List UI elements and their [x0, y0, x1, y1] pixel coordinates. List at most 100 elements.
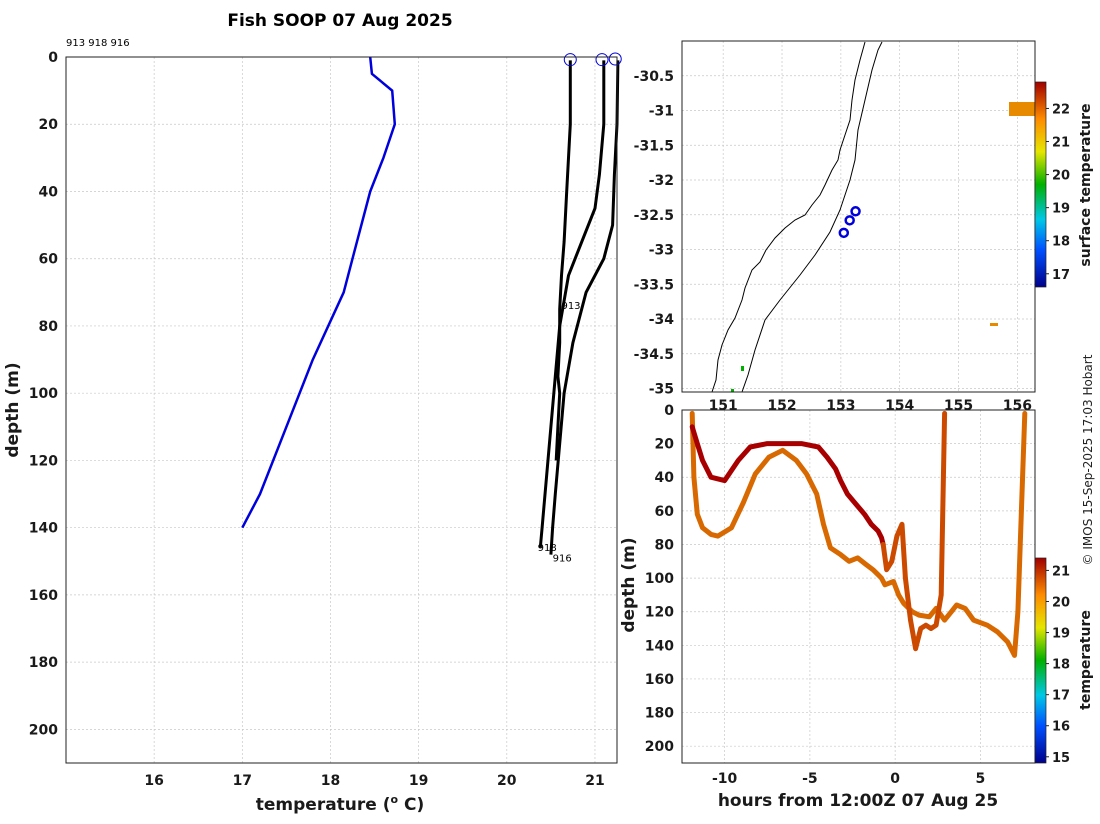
- y-tick-label: 120: [645, 605, 674, 621]
- colorbar-tick-label: 21: [1052, 136, 1070, 151]
- colorbar-tick-label: 17: [1052, 268, 1070, 283]
- y-tick-label: -31: [649, 104, 674, 120]
- drop-marker-913: [563, 53, 577, 67]
- map-y-ticks: -30.5 -31 -31.5 -32 -32.5 -33 -33.5 -34 -34.5 -35: [634, 69, 675, 398]
- colorbar-tick-label: 17: [1052, 689, 1070, 704]
- drop-location-marker: [850, 206, 861, 217]
- section-series-group: [689, 410, 1028, 658]
- y-tick-label: -34: [649, 312, 675, 328]
- colorbar-tick-label: 20: [1052, 595, 1070, 610]
- x-tick-label: 0: [890, 771, 900, 787]
- profile-line-climatology: [241, 56, 397, 529]
- colorbar-tick-label: 16: [1052, 720, 1070, 735]
- drop-marker-916: [608, 52, 622, 66]
- x-tick-label: 18: [321, 773, 340, 789]
- y-tick-label: 160: [29, 588, 58, 604]
- y-tick-label: 0: [664, 403, 674, 419]
- x-tick-label: 156: [1003, 398, 1032, 414]
- y-tick-label: -31.5: [634, 138, 674, 154]
- section-y-ticks: 0 20 40 60 80 100 120 140 160 180 200: [645, 403, 674, 755]
- map-colorbar-ticks: 17 18 19 20 21 22: [1046, 102, 1070, 283]
- profile-grid: [66, 56, 617, 763]
- section-panel: -10 -5 0 5 0 20 40 60 80 100 120 140 160 180 200 hour…: [619, 403, 1094, 811]
- x-tick-label: 151: [709, 398, 738, 414]
- y-tick-label: 140: [29, 521, 58, 537]
- sst-patch: [990, 323, 998, 326]
- profile-annotation: 918: [538, 543, 557, 554]
- y-tick-label: 0: [48, 50, 58, 66]
- profile-y-axis-label: depth (m): [3, 362, 23, 457]
- coastline: [711, 41, 866, 393]
- profile-line-913: [554, 60, 572, 461]
- colorbar-tick-label: 19: [1052, 627, 1070, 642]
- x-tick-label: 16: [144, 773, 163, 789]
- x-tick-label: 154: [885, 398, 914, 414]
- drop-location-marker: [838, 227, 850, 239]
- drop-marker-918: [595, 53, 609, 67]
- x-tick-label: 21: [585, 773, 604, 789]
- section-colorbar-label: temperature: [1078, 610, 1094, 710]
- colorbar-tick-label: 18: [1052, 658, 1070, 673]
- map-frame: [681, 40, 1036, 393]
- map-x-ticks: 151 152 153 154 155 156: [709, 398, 1032, 414]
- y-tick-label: 20: [39, 117, 59, 133]
- profile-x-axis-label: temperature (o C): [256, 793, 425, 815]
- profile-line-918: [538, 60, 606, 548]
- profile-annotation: 913: [561, 301, 580, 312]
- colorbar-tick-label: 19: [1052, 202, 1070, 217]
- colorbar-tick-label: 21: [1052, 564, 1070, 579]
- y-tick-label: 40: [655, 470, 675, 486]
- section-x-ticks: -10 -5 0 5: [712, 771, 985, 787]
- map-grid: [682, 41, 1035, 392]
- profile-frame: [65, 56, 618, 764]
- colorbar-tick-label: 22: [1052, 102, 1070, 117]
- map-drop-markers: [838, 206, 861, 239]
- y-tick-label: 200: [29, 722, 58, 738]
- colorbar-tick-label: 20: [1052, 169, 1070, 184]
- x-tick-label: 155: [944, 398, 973, 414]
- y-tick-label: -33.5: [634, 277, 674, 293]
- y-tick-label: 100: [645, 571, 674, 587]
- profile-line-916: [549, 60, 620, 555]
- y-tick-label: 200: [645, 739, 674, 755]
- y-tick-label: 20: [655, 437, 675, 453]
- y-tick-label: -35: [649, 382, 674, 398]
- colorbar-tick-label: 18: [1052, 235, 1070, 250]
- colorbar-tick-label: 15: [1052, 751, 1070, 766]
- y-tick-label: 160: [645, 672, 674, 688]
- map-colorbar-label: surface temperature: [1078, 103, 1094, 266]
- y-tick-label: 100: [29, 386, 58, 402]
- x-tick-label: 20: [497, 773, 517, 789]
- drop-location-marker: [844, 215, 855, 226]
- sst-patch: [741, 366, 744, 371]
- y-tick-label: 60: [655, 504, 675, 520]
- profile-y-ticks: 0 20 40 60 80 100 120 140 160 180 200: [29, 50, 58, 738]
- sst-patch: [1009, 102, 1035, 116]
- map-colorbar: [1034, 81, 1047, 288]
- y-tick-label: 80: [39, 319, 59, 335]
- y-tick-label: 80: [655, 537, 675, 553]
- x-tick-label: 153: [826, 398, 855, 414]
- y-tick-label: 180: [29, 655, 58, 671]
- drop-ids-label: 913 918 916: [66, 38, 130, 49]
- credit-text: © IMOS 15-Sep-2025 17:03 Hobart: [1081, 354, 1095, 565]
- x-tick-label: 17: [233, 773, 252, 789]
- section-colorbar: [1034, 557, 1047, 764]
- chart-title: Fish SOOP 07 Aug 2025: [227, 11, 452, 31]
- section-x-axis-label: hours from 12:00Z 07 Aug 25: [718, 791, 998, 811]
- y-tick-label: -34.5: [634, 347, 674, 363]
- x-tick-label: -10: [712, 771, 738, 787]
- section-y-axis-label: depth (m): [619, 537, 639, 632]
- section-colorbar-ticks: 15 16 17 18 19 20 21: [1046, 564, 1070, 766]
- y-tick-label: -32: [649, 173, 674, 189]
- x-tick-label: 19: [409, 773, 428, 789]
- x-tick-label: 152: [767, 398, 796, 414]
- x-tick-label: -5: [802, 771, 818, 787]
- x-tick-label: 5: [976, 771, 986, 787]
- shelf-contour: [741, 41, 883, 393]
- profile-annotation: 916: [553, 553, 572, 564]
- y-tick-label: -32.5: [634, 208, 674, 224]
